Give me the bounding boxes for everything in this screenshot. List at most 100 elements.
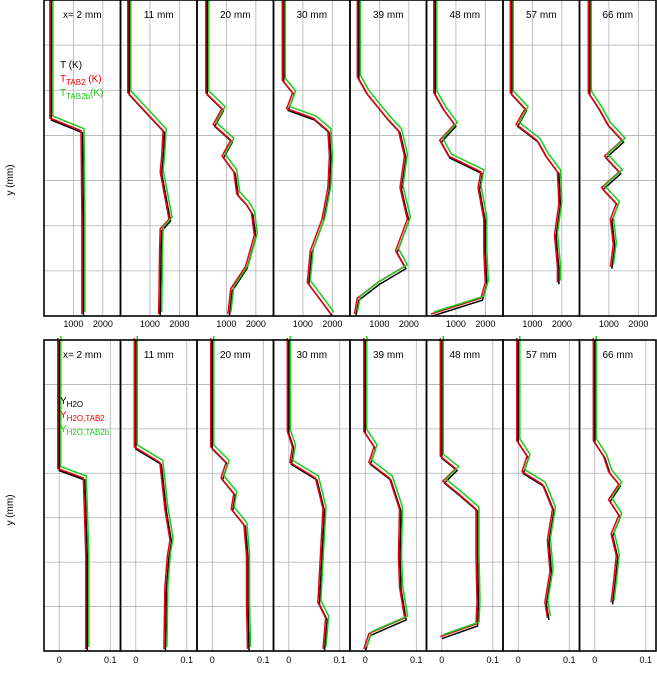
panel-label: 30 mm bbox=[296, 350, 327, 361]
h2o-series-1-line bbox=[58, 340, 89, 651]
temp-series-1-line bbox=[589, 0, 625, 269]
h2o-series-1-line bbox=[288, 340, 328, 652]
temperature-profiles-block: 1000 2000 x= 2 mm 1000 2000 11 mm 1000 2000 20 m… bbox=[43, 0, 657, 329]
temp-series-2-line bbox=[587, 0, 624, 267]
x-tick-label: 2000 bbox=[399, 319, 419, 329]
panel-frame bbox=[272, 339, 351, 652]
legend-entry: TTAB2b(K) bbox=[60, 88, 103, 101]
temp-series-2-line bbox=[49, 0, 83, 314]
x-tick-label: 1000 bbox=[216, 319, 236, 329]
panel-label: 48 mm bbox=[449, 350, 480, 361]
panel-frame bbox=[502, 339, 581, 652]
h2o-panel-7: 0 0.1 57 mm bbox=[502, 336, 581, 665]
panel-frame bbox=[425, 0, 504, 317]
x-tick-label: 0 bbox=[133, 655, 138, 665]
panel-label: 20 mm bbox=[220, 350, 251, 361]
x-tick-label: 1000 bbox=[140, 319, 160, 329]
x-tick-label: 2000 bbox=[475, 319, 495, 329]
x-tick-label: 0 bbox=[286, 655, 291, 665]
h2o-panel-4: 0 0.1 30 mm bbox=[272, 336, 351, 665]
x-tick-label: 0 bbox=[592, 655, 597, 665]
panel-frame bbox=[349, 0, 428, 317]
h2o-series-1-line bbox=[594, 340, 622, 605]
temp-series-1-line bbox=[50, 0, 85, 316]
temp-panel-1: 1000 2000 x= 2 mm bbox=[43, 0, 122, 329]
temp-panel-5: 1000 2000 39 mm bbox=[349, 0, 428, 329]
temp-panel-2: 1000 2000 11 mm bbox=[119, 0, 198, 329]
panel-label: 66 mm bbox=[602, 10, 633, 21]
legend-entry: YH2O,TAB2b bbox=[60, 424, 110, 437]
panel-frame bbox=[349, 339, 428, 652]
h2o-series-2-line bbox=[210, 338, 249, 650]
panel-label: 48 mm bbox=[449, 10, 480, 21]
x-tick-label: 2000 bbox=[246, 319, 266, 329]
x-tick-label: 1000 bbox=[599, 319, 619, 329]
x-tick-label: 0.1 bbox=[257, 655, 270, 665]
h2o-series-1-line bbox=[364, 340, 407, 652]
x-tick-label: 1000 bbox=[63, 319, 83, 329]
panel-label: x= 2 mm bbox=[63, 10, 102, 21]
temp-series-2-line bbox=[281, 0, 332, 315]
temp-series-3-line bbox=[356, 0, 412, 313]
panel-label: 20 mm bbox=[220, 10, 251, 21]
panel-label: 39 mm bbox=[373, 10, 404, 21]
x-tick-label: 0 bbox=[57, 655, 62, 665]
panel-frame bbox=[578, 0, 657, 317]
x-tick-label: 0 bbox=[439, 655, 444, 665]
panel-label: 30 mm bbox=[296, 10, 327, 21]
x-tick-label: 2000 bbox=[628, 319, 648, 329]
x-tick-label: 0.1 bbox=[181, 655, 194, 665]
x-tick-label: 0 bbox=[363, 655, 368, 665]
h2o-series-3-line bbox=[60, 336, 90, 647]
h2o-series-1-line bbox=[135, 340, 173, 652]
x-tick-label: 1000 bbox=[446, 319, 466, 329]
h2o-series-3-line bbox=[289, 336, 330, 648]
x-tick-label: 1000 bbox=[369, 319, 389, 329]
panel-frame bbox=[43, 339, 122, 652]
h2o-series-3-line bbox=[136, 336, 174, 648]
legend-entry: YH2O bbox=[60, 396, 83, 409]
legend-entry: YH2O,TAB2 bbox=[60, 410, 105, 423]
panel-label: x= 2 mm bbox=[63, 350, 102, 361]
panel-frame bbox=[502, 0, 581, 317]
h2o-series-2-line bbox=[133, 338, 171, 650]
water-mass-fraction-profiles-block: 0 0.1x= 2 mm0 0.111 mm0 0.120 mm0 0.130 mm0 0… bbox=[43, 336, 657, 665]
legend-entry: TTAB2 (K) bbox=[60, 74, 102, 87]
temp-series-2-line bbox=[127, 0, 170, 315]
temp-series-3-line bbox=[130, 0, 173, 313]
temp-series-2-line bbox=[205, 0, 256, 315]
h2o-series-3-line bbox=[595, 336, 623, 601]
temp-series-3-line bbox=[512, 0, 563, 281]
temp-series-2-line bbox=[353, 0, 409, 315]
h2o-panel-8: 0 0.1 66 mm bbox=[578, 336, 657, 665]
temp-series-3-line bbox=[433, 0, 490, 313]
h2o-panel-2: 0 0.1 11 mm bbox=[119, 336, 198, 665]
panel-label: 11 mm bbox=[144, 10, 174, 21]
x-tick-label: 2000 bbox=[93, 319, 113, 329]
panel-label: 39 mm bbox=[373, 350, 404, 361]
ylabel-bottom: y (mm) bbox=[5, 494, 16, 525]
temp-series-3-line bbox=[284, 0, 335, 313]
temp-series-2-line bbox=[509, 0, 560, 283]
x-tick-label: 0.1 bbox=[410, 655, 423, 665]
h2o-panel-1: 0 0.1 x= 2 mm bbox=[43, 336, 122, 665]
x-tick-label: 2000 bbox=[169, 319, 189, 329]
panel-label: 57 mm bbox=[526, 10, 557, 21]
temp-series-3-line bbox=[590, 0, 627, 265]
temp-panel-8: 1000 2000 66 mm bbox=[578, 0, 657, 329]
temp-legend: T (K) TTAB2 (K)TTAB2b(K) bbox=[60, 60, 103, 101]
ylabel-top: y (mm) bbox=[5, 164, 16, 195]
temp-series-1-line bbox=[206, 0, 257, 317]
h2o-panel-5: 0 0.1 39 mm bbox=[349, 336, 428, 665]
h2o-series-3-line bbox=[519, 336, 557, 617]
h2o-series-3-line bbox=[442, 336, 481, 636]
panel-label: 11 mm bbox=[144, 350, 174, 361]
x-tick-label: 1000 bbox=[293, 319, 313, 329]
x-tick-label: 0 bbox=[516, 655, 521, 665]
temp-panel-7: 1000 2000 57 mm bbox=[502, 0, 581, 329]
panel-label: 57 mm bbox=[526, 350, 557, 361]
temp-panel-6: 1000 2000 48 mm bbox=[425, 0, 504, 329]
h2o-panel-3: 0 0.1 20 mm bbox=[196, 336, 275, 665]
